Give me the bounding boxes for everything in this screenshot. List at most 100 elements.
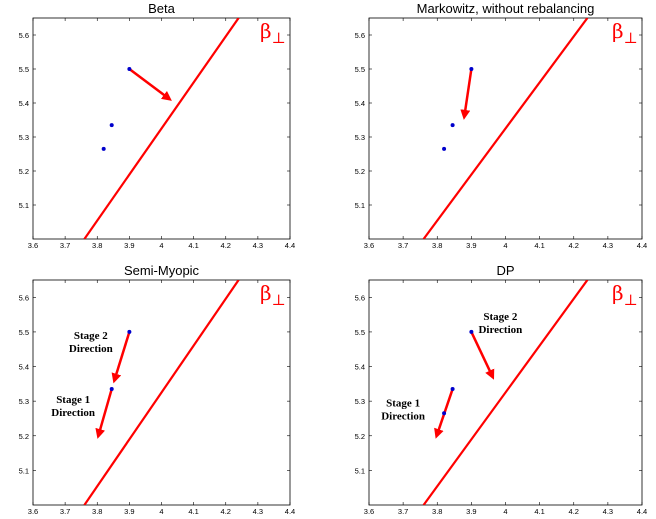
data-point bbox=[442, 146, 447, 151]
annotation-line: Direction bbox=[478, 324, 522, 336]
y-tick-label: 5.3 bbox=[355, 397, 365, 406]
x-tick-label: 4.4 bbox=[637, 241, 647, 250]
beta-symbol: β bbox=[612, 19, 624, 43]
y-tick-label: 5.4 bbox=[355, 363, 365, 372]
x-tick-label: 3.9 bbox=[124, 241, 134, 250]
annotation-line: Direction bbox=[69, 343, 113, 355]
data-point bbox=[127, 329, 132, 334]
data-point bbox=[127, 67, 132, 71]
stage-annotation: Stage 1 Direction bbox=[381, 397, 425, 422]
data-point bbox=[450, 123, 455, 128]
beta-perp-label: β⊥ bbox=[612, 281, 638, 309]
annotation-line: Stage 1 bbox=[56, 394, 90, 406]
direction-arrow bbox=[470, 331, 495, 380]
y-tick-label: 5.6 bbox=[355, 293, 365, 302]
x-tick-label: 4 bbox=[503, 507, 507, 516]
direction-arrow bbox=[111, 331, 131, 384]
x-tick-label: 3.9 bbox=[466, 507, 476, 516]
x-tick-label: 4 bbox=[159, 241, 163, 250]
beta-perp-label: β⊥ bbox=[260, 281, 286, 309]
beta-perp-label: β⊥ bbox=[612, 19, 638, 47]
beta-perp-label: β⊥ bbox=[260, 19, 286, 47]
y-tick-label: 5.6 bbox=[19, 293, 29, 302]
x-tick-label: 4.3 bbox=[603, 241, 613, 250]
direction-arrow bbox=[95, 388, 113, 439]
x-tick-label: 3.7 bbox=[398, 507, 408, 516]
beta-perp-line bbox=[83, 18, 240, 239]
x-tick-label: 3.7 bbox=[60, 241, 70, 250]
y-tick-label: 5.2 bbox=[355, 167, 365, 176]
y-tick-label: 5.1 bbox=[19, 466, 29, 475]
annotation-line: Stage 1 bbox=[386, 397, 420, 409]
y-tick-label: 5.1 bbox=[19, 201, 29, 210]
x-tick-label: 3.8 bbox=[432, 241, 442, 250]
direction-arrow bbox=[128, 67, 172, 101]
panel-4: DP 3.6 3.7 3.8 3.9 4 4.1 4.2 4.3 4.4 5.1 5.2 5.3 5.4 5… bbox=[355, 263, 648, 516]
data-point bbox=[109, 123, 114, 128]
x-tick-label: 4.3 bbox=[253, 241, 263, 250]
stage-annotation: Stage 2 Direction bbox=[69, 330, 113, 355]
data-point bbox=[442, 411, 447, 416]
y-tick-label: 5.5 bbox=[355, 328, 365, 337]
x-tick-label: 4.2 bbox=[221, 241, 231, 250]
x-tick-label: 4.2 bbox=[221, 507, 231, 516]
x-tick-label: 4.1 bbox=[188, 507, 198, 516]
stage-annotation: Stage 1 Direction bbox=[51, 394, 95, 419]
annotation-line: Direction bbox=[381, 410, 425, 422]
y-tick-label: 5.5 bbox=[19, 328, 29, 337]
beta-symbol: β bbox=[260, 19, 272, 43]
y-tick-label: 5.2 bbox=[19, 167, 29, 176]
x-tick-label: 4.1 bbox=[188, 241, 198, 250]
x-tick-label: 4.3 bbox=[253, 507, 263, 516]
y-tick-label: 5.6 bbox=[355, 31, 365, 40]
y-tick-label: 5.5 bbox=[355, 65, 365, 74]
data-point bbox=[469, 67, 474, 71]
x-tick-label: 3.8 bbox=[432, 507, 442, 516]
x-tick-label: 4.2 bbox=[569, 241, 579, 250]
panel-title: Beta bbox=[148, 1, 176, 16]
data-point bbox=[450, 387, 455, 392]
x-tick-label: 3.6 bbox=[364, 241, 374, 250]
y-tick-label: 5.3 bbox=[355, 133, 365, 142]
x-tick-label: 3.6 bbox=[28, 507, 38, 516]
y-tick-label: 5.3 bbox=[19, 133, 29, 142]
beta-perp-line bbox=[422, 18, 589, 239]
x-tick-label: 3.8 bbox=[92, 241, 102, 250]
beta-perp-line bbox=[83, 280, 240, 505]
x-tick-label: 4.4 bbox=[285, 507, 295, 516]
data-point bbox=[109, 387, 114, 392]
annotation-line: Stage 2 bbox=[74, 330, 108, 342]
x-tick-label: 3.7 bbox=[60, 507, 70, 516]
x-tick-label: 4.1 bbox=[534, 507, 544, 516]
x-tick-label: 4.2 bbox=[569, 507, 579, 516]
data-point bbox=[469, 329, 474, 334]
beta-symbol: β bbox=[260, 281, 272, 305]
panel-title: Semi-Myopic bbox=[124, 263, 200, 278]
perp-subscript: ⊥ bbox=[624, 291, 638, 309]
y-tick-label: 5.2 bbox=[355, 432, 365, 441]
x-tick-label: 4 bbox=[159, 507, 163, 516]
x-tick-label: 4.4 bbox=[285, 241, 295, 250]
direction-arrow bbox=[460, 68, 473, 120]
perp-subscript: ⊥ bbox=[272, 29, 286, 47]
y-tick-label: 5.1 bbox=[355, 466, 365, 475]
y-tick-label: 5.1 bbox=[355, 201, 365, 210]
data-point bbox=[101, 146, 106, 151]
beta-symbol: β bbox=[612, 281, 624, 305]
annotation-line: Direction bbox=[51, 407, 95, 419]
x-tick-label: 4 bbox=[503, 241, 507, 250]
x-tick-label: 4.4 bbox=[637, 507, 647, 516]
stage-annotation: Stage 2 Direction bbox=[478, 311, 522, 336]
y-tick-label: 5.2 bbox=[19, 432, 29, 441]
y-tick-label: 5.6 bbox=[19, 31, 29, 40]
x-tick-label: 3.6 bbox=[28, 241, 38, 250]
perp-subscript: ⊥ bbox=[624, 29, 638, 47]
x-tick-label: 3.7 bbox=[398, 241, 408, 250]
x-tick-label: 3.9 bbox=[124, 507, 134, 516]
x-tick-label: 4.3 bbox=[603, 507, 613, 516]
y-tick-label: 5.4 bbox=[19, 99, 29, 108]
y-tick-label: 5.5 bbox=[19, 65, 29, 74]
y-tick-label: 5.4 bbox=[355, 99, 365, 108]
y-tick-label: 5.4 bbox=[19, 363, 29, 372]
